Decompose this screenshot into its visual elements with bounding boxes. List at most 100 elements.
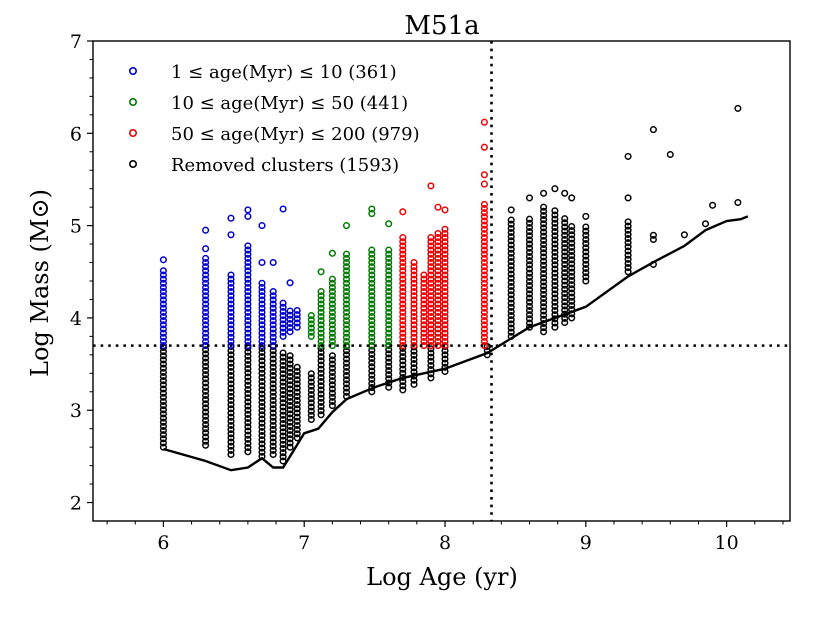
scatter-point: [568, 281, 576, 289]
scatter-point: [317, 353, 325, 361]
scatter-point: [227, 446, 235, 454]
scatter-point: [385, 263, 393, 271]
scatter-point: [368, 337, 376, 346]
legend-label: 1 ≤ age(Myr) ≤ 10 (361): [171, 62, 397, 83]
scatter-point: [227, 372, 235, 380]
scatter-point: [328, 385, 336, 393]
scatter-point: [279, 411, 287, 419]
scatter-point: [568, 239, 576, 247]
scatter-point: [307, 411, 315, 419]
scatter-point: [269, 292, 277, 300]
scatter-point: [244, 300, 252, 308]
scatter-point: [427, 242, 435, 250]
scatter-point: [202, 292, 210, 300]
scatter-point: [244, 348, 252, 356]
scatter-point: [507, 328, 515, 336]
scatter-point: [202, 288, 210, 296]
scatter-point: [227, 438, 235, 446]
scatter-point: [244, 439, 252, 448]
scatter-point: [561, 215, 569, 223]
scatter-point: [202, 329, 210, 337]
scatter-point: [269, 304, 277, 312]
scatter-point: [427, 304, 435, 312]
scatter-point: [410, 304, 418, 312]
scatter-point: [441, 229, 449, 238]
scatter-point: [434, 321, 442, 329]
y-tick-label: 2: [70, 493, 82, 515]
scatter-point: [286, 443, 294, 451]
scatter-point: [244, 410, 252, 418]
scatter-point: [582, 248, 590, 256]
scatter-point: [441, 275, 449, 283]
scatter-point: [624, 268, 632, 276]
scatter-point: [244, 258, 252, 267]
scatter-point: [202, 267, 210, 275]
series-2: [399, 118, 488, 350]
scatter-point: [410, 283, 418, 292]
scatter-point: [244, 317, 252, 325]
scatter-point: [368, 354, 376, 363]
scatter-point: [480, 171, 488, 179]
scatter-point: [286, 315, 294, 323]
scatter-point: [317, 369, 325, 377]
scatter-point: [258, 378, 266, 386]
scatter-point: [258, 357, 266, 365]
scatter-point: [540, 203, 548, 211]
scatter-point: [342, 279, 351, 287]
scatter-point: [427, 283, 435, 292]
scatter-point: [286, 328, 294, 336]
scatter-point: [244, 431, 252, 439]
scatter-point: [269, 388, 277, 396]
scatter-point: [293, 384, 301, 392]
scatter-point: [385, 271, 393, 279]
scatter-point: [227, 396, 235, 405]
scatter-point: [279, 399, 287, 407]
scatter-point: [561, 277, 569, 285]
scatter-point: [342, 384, 351, 392]
scatter-point: [540, 274, 548, 282]
scatter-point: [269, 426, 277, 434]
scatter-point: [427, 258, 435, 267]
scatter-point: [399, 271, 407, 279]
scatter-point: [399, 254, 407, 262]
scatter-point: [507, 220, 515, 228]
scatter-point: [525, 215, 534, 223]
y-tick-label: 6: [70, 123, 82, 145]
scatter-point: [258, 300, 266, 308]
scatter-point: [342, 275, 351, 283]
scatter-point: [244, 304, 252, 312]
scatter-point: [410, 312, 418, 321]
scatter-point: [568, 264, 576, 272]
scatter-point: [258, 292, 266, 300]
scatter-point: [525, 261, 534, 269]
scatter-point: [582, 260, 590, 268]
scatter-point: [368, 359, 376, 367]
scatter-point: [480, 229, 488, 238]
scatter-point: [551, 219, 559, 227]
scatter-point: [551, 282, 559, 290]
scatter-point: [434, 203, 442, 211]
scatter-point: [480, 329, 488, 337]
scatter-point: [279, 307, 287, 316]
scatter-point: [307, 407, 315, 415]
series-0: [159, 205, 301, 350]
scatter-point: [328, 275, 336, 283]
scatter-point: [227, 359, 235, 367]
scatter-point: [269, 409, 277, 417]
legend-label: Removed clusters (1593): [171, 155, 399, 176]
scatter-point: [385, 304, 393, 312]
scatter-point: [269, 300, 277, 308]
scatter-point: [227, 271, 235, 279]
scatter-point: [540, 328, 548, 336]
scatter-point: [258, 304, 266, 312]
scatter-point: [561, 302, 569, 310]
scatter-point: [227, 308, 235, 316]
scatter-point: [317, 317, 325, 325]
scatter-point: [427, 271, 435, 279]
scatter-point: [227, 304, 235, 312]
scatter-point: [159, 377, 167, 385]
scatter-point: [434, 279, 442, 287]
scatter-point: [269, 333, 277, 341]
scatter-point: [342, 380, 351, 388]
scatter-point: [293, 323, 301, 331]
